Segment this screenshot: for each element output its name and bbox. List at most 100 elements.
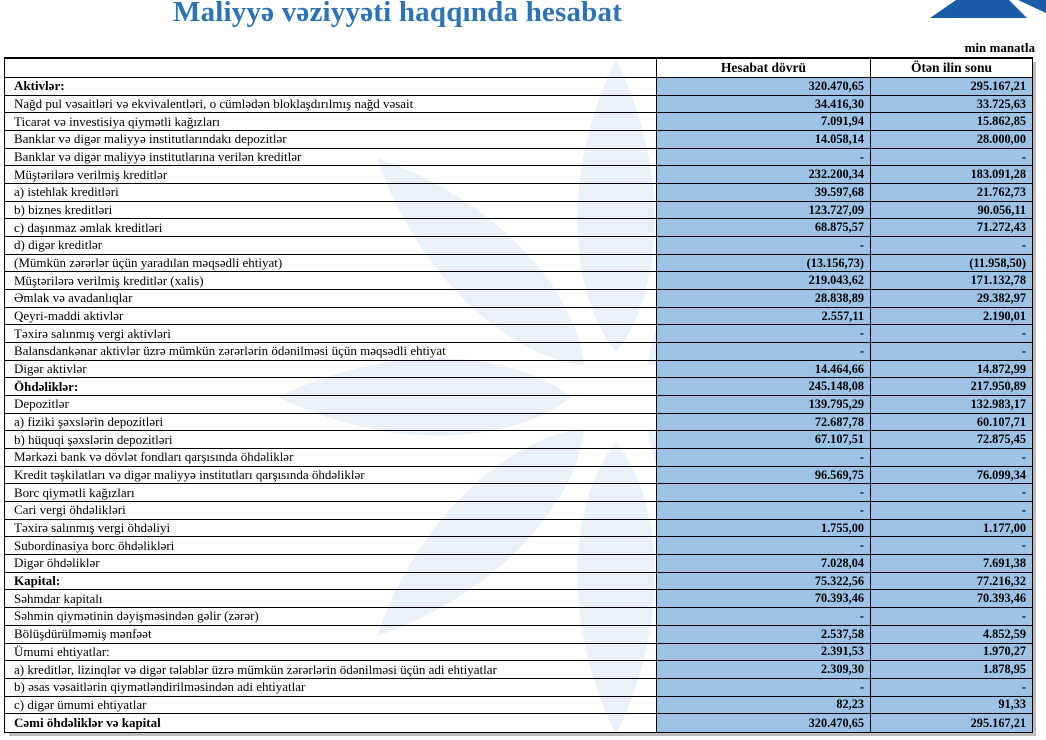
value-current-period: (13.156,73) [657,254,871,272]
table-row: Ticarət və investisiya qiymətli kağızlar… [5,113,1032,132]
row-label: c) digər ümumi ehtiyatlar [5,696,657,714]
value-current-period: - [657,484,871,502]
row-label: c) daşınmaz əmlak kreditləri [5,219,657,237]
table-row: Təxirə salınmış vergi öhdəliyi 1.755,00 1.… [5,519,1032,538]
table-row: Kapital: 75.322,56 77.216,32 [5,572,1032,591]
row-label: Banklar və digər maliyyə institutlarında… [5,131,657,148]
table-row: a) istehlak kreditləri 39.597,68 21.762,73 [5,184,1032,202]
value-previous-period: - [871,449,1032,466]
table-row: Cəmi öhdəliklər və kapital 320.470,65 295.… [5,714,1032,732]
table-row: Müştərilərə verilmiş kreditlər (xalis) 21… [5,272,1032,291]
table-row: Səhmdar kapitalı 70.393,46 70.393,46 [5,590,1032,609]
row-label: Müştərilərə verilmiş kreditlər [5,166,657,184]
row-label: Cari vergi öhdəlikləri [5,502,657,519]
row-label: Aktivlər: [5,78,657,95]
value-previous-period: 91,33 [871,696,1032,714]
table-row: Səhmin qiymətinin dəyişməsindən gəlir (z… [5,608,1032,626]
row-label: Banklar və digər maliyyə institutlarına … [5,148,657,166]
value-current-period: 219.043,62 [657,272,871,290]
value-previous-period: 183.091,28 [871,166,1032,184]
value-previous-period: - [871,484,1032,502]
table-row: b) hüquqi şəxslərin depozitləri 67.107,51… [5,431,1032,450]
value-current-period: 7.091,94 [657,113,871,131]
table-row: Banklar və digər maliyyə institutlarında… [5,131,1032,149]
value-previous-period: 1.878,95 [871,661,1032,678]
value-current-period: 70.393,46 [657,590,871,608]
value-previous-period: 1.970,27 [871,643,1032,661]
table-row: Mərkəzi bank və dövlət fondları qarşısın… [5,449,1032,467]
value-previous-period: - [871,608,1032,625]
table-row: b) əsas vəsaitlərin qiymətləndirilməsind… [5,678,1032,697]
row-label: Borc qiymətli kağızları [5,484,657,502]
value-current-period: 7.028,04 [657,555,871,572]
value-previous-period: 217.950,89 [871,378,1032,396]
value-previous-period: 70.393,46 [871,590,1032,608]
value-current-period: - [657,343,871,360]
value-current-period: - [657,502,871,519]
value-previous-period: 29.382,97 [871,290,1032,307]
table-row: Subordinasiya borc öhdəlikləri - - [5,537,1032,556]
row-label: Səhmin qiymətinin dəyişməsindən gəlir (z… [5,608,657,625]
value-current-period: 123.727,09 [657,201,871,219]
value-previous-period: 21.762,73 [871,184,1032,201]
value-previous-period: - [871,343,1032,360]
value-current-period: 2.537,58 [657,625,871,643]
value-previous-period: 4.852,59 [871,625,1032,643]
value-current-period: 2.557,11 [657,307,871,325]
table-row: Ümumi ehtiyatlar: 2.391,53 1.970,27 [5,643,1032,662]
value-current-period: 320.470,65 [657,78,871,95]
value-previous-period: - [871,678,1032,696]
row-label: Təxirə salınmış vergi aktivləri [5,325,657,343]
row-label: b) əsas vəsaitlərin qiymətləndirilməsind… [5,678,657,696]
table-row: c) daşınmaz əmlak kreditləri 68.875,57 71.… [5,219,1032,238]
value-previous-period: 295.167,21 [871,78,1032,95]
row-label: Ticarət və investisiya qiymətli kağızlar… [5,113,657,131]
value-current-period: 39.597,68 [657,184,871,201]
bank-logo-icon [930,0,1046,18]
row-label: Ümumi ehtiyatlar: [5,643,657,661]
value-previous-period: - [871,148,1032,166]
value-previous-period: 132.983,17 [871,396,1032,413]
value-current-period: 2.391,53 [657,643,871,661]
col-header-current-period: Hesabat dövrü [657,59,871,77]
row-label: a) fiziki şəxslərin depozitləri [5,413,657,431]
value-current-period: 245.148,08 [657,378,871,396]
table-row: Bölüşdürülməmiş mənfəət 2.537,58 4.852,59 [5,625,1032,644]
value-previous-period: 295.167,21 [871,714,1032,732]
value-previous-period: 72.875,45 [871,431,1032,449]
table-row: Borc qiymətli kağızları - - [5,484,1032,503]
table-row: c) digər ümumi ehtiyatlar 82,23 91,33 [5,696,1032,715]
row-label: b) hüquqi şəxslərin depozitləri [5,431,657,449]
value-current-period: - [657,148,871,166]
row-label: Digər aktivlər [5,360,657,378]
value-previous-period: 14.872,99 [871,360,1032,378]
table-row: Əmlak və avadanlıqlar 28.838,89 29.382,97 [5,290,1032,308]
row-label: Səhmdar kapitalı [5,590,657,608]
value-current-period: 72.687,78 [657,413,871,431]
value-previous-period: 60.107,71 [871,413,1032,431]
col-header-previous-period: Ötən ilin sonu [910,60,993,75]
col-header-label [5,59,657,77]
row-label: Cəmi öhdəliklər və kapital [5,714,657,732]
value-current-period: 320.470,65 [657,714,871,732]
table-row: Digər öhdəliklər 7.028,04 7.691,38 [5,555,1032,573]
value-current-period: 139.795,29 [657,396,871,413]
value-current-period: - [657,325,871,343]
row-label: Mərkəzi bank və dövlət fondları qarşısın… [5,449,657,466]
value-previous-period: 15.862,85 [871,113,1032,131]
value-previous-period: 71.272,43 [871,219,1032,237]
value-current-period: 75.322,56 [657,572,871,590]
row-label: Təxirə salınmış vergi öhdəliyi [5,519,657,537]
value-previous-period: 33.725,63 [871,95,1032,113]
value-previous-period: 1.177,00 [871,519,1032,537]
value-previous-period: 28.000,00 [871,131,1032,148]
table-row: a) fiziki şəxslərin depozitləri 72.687,78… [5,413,1032,432]
value-current-period: 82,23 [657,696,871,714]
table-row: Balansdankənar aktivlər üzrə mümkün zərə… [5,343,1032,361]
value-previous-period: 77.216,32 [871,572,1032,590]
row-label: b) biznes kreditləri [5,201,657,219]
unit-note: min manatla [964,40,1035,55]
value-current-period: - [657,237,871,254]
table-row: Digər aktivlər 14.464,66 14.872,99 [5,360,1032,379]
